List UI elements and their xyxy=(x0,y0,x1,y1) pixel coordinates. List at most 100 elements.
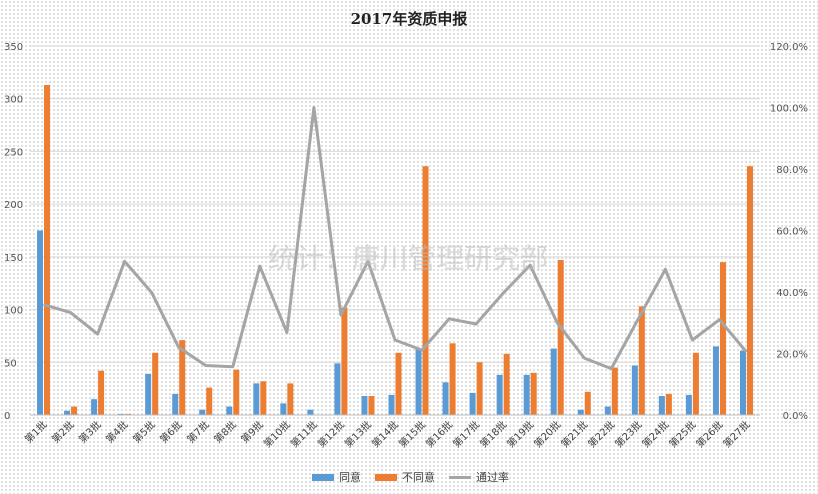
x-tick-label: 第2批 xyxy=(49,418,77,446)
x-tick-label: 第5批 xyxy=(130,418,158,446)
right-tick-label: 100.0% xyxy=(770,104,808,115)
x-tick-label: 第27批 xyxy=(720,418,752,450)
legend[interactable]: 同意 不同意 通过率 xyxy=(312,470,509,484)
left-tick-label: 50 xyxy=(4,358,17,369)
x-tick-label: 第16批 xyxy=(423,418,455,450)
right-tick-label: 40.0% xyxy=(776,288,808,299)
right-tick-label: 120.0% xyxy=(770,42,808,53)
bar-disagree xyxy=(233,369,240,415)
bar-agree xyxy=(388,394,395,415)
bar-agree xyxy=(307,409,314,415)
bar-agree xyxy=(685,394,692,415)
x-tick-label: 第22批 xyxy=(585,418,617,450)
x-tick-label: 第20批 xyxy=(531,418,563,450)
line-series xyxy=(43,106,748,371)
bar-agree xyxy=(199,409,206,415)
bar-disagree xyxy=(368,396,375,415)
right-axis: 0.0% 20.0% 40.0% 60.0% 80.0% 100.0% 120.0% xyxy=(770,42,808,422)
left-tick-label: 250 xyxy=(4,147,23,158)
pass-rate-line xyxy=(43,106,748,371)
x-tick-label: 第26批 xyxy=(693,418,725,450)
bar-agree xyxy=(91,399,98,415)
bar-disagree xyxy=(449,343,456,415)
bar-agree xyxy=(118,413,125,415)
bar-disagree xyxy=(665,393,672,415)
x-tick-label: 第7批 xyxy=(184,418,212,446)
bar-disagree xyxy=(746,166,753,415)
x-tick-label: 第15批 xyxy=(396,418,428,450)
bar-agree xyxy=(145,373,152,415)
bar-disagree xyxy=(287,383,294,415)
bar-disagree xyxy=(584,391,591,415)
x-tick-label: 第3批 xyxy=(76,418,104,446)
right-tick-label: 0.0% xyxy=(783,411,808,422)
x-axis: 第1批 第2批 第3批 第4批 第5批 第6批 第7批 第8批 第9批第10批第11批第12批第… xyxy=(22,414,760,450)
legend-swatch xyxy=(312,474,334,481)
x-tick-label: 第12批 xyxy=(315,418,347,450)
watermark: 统计：唐川管理研究部 xyxy=(268,242,548,275)
bar-disagree xyxy=(341,307,348,415)
bar-disagree xyxy=(395,352,402,415)
bar-agree xyxy=(739,350,746,415)
right-tick-label: 20.0% xyxy=(776,350,808,361)
bar-agree xyxy=(469,392,476,415)
bar-agree xyxy=(496,374,503,415)
left-axis: 0 50 100 150 200 250 300 350 xyxy=(4,42,23,422)
x-tick-label: 第19批 xyxy=(504,418,536,450)
x-tick-label: 第18批 xyxy=(477,418,509,450)
x-tick-label: 第17批 xyxy=(450,418,482,450)
bar-agree xyxy=(415,348,422,415)
bar-disagree xyxy=(152,352,159,415)
legend-label: 通过率 xyxy=(476,470,509,484)
x-tick-label: 第11批 xyxy=(288,418,320,450)
legend-label: 同意 xyxy=(339,470,361,484)
bar-agree xyxy=(361,396,368,415)
left-tick-label: 100 xyxy=(4,306,23,317)
bar-agree xyxy=(226,406,233,415)
x-tick-label: 第4批 xyxy=(103,418,131,446)
bar-disagree xyxy=(179,340,186,415)
left-tick-label: 150 xyxy=(4,253,23,264)
x-tick-label: 第25批 xyxy=(666,418,698,450)
x-tick-label: 第6批 xyxy=(157,418,185,446)
bar-disagree xyxy=(503,353,510,415)
bar-agree xyxy=(334,363,341,415)
bar-disagree xyxy=(260,381,267,415)
bar-agree xyxy=(550,348,557,415)
bar-disagree xyxy=(206,387,213,415)
bar-agree xyxy=(172,393,179,415)
bar-agree xyxy=(712,346,719,415)
bar-disagree xyxy=(71,406,78,415)
bar-disagree xyxy=(557,260,564,415)
bar-agree xyxy=(442,382,449,415)
bar-agree xyxy=(64,410,71,415)
left-tick-label: 350 xyxy=(4,42,23,53)
x-tick-label: 第13批 xyxy=(342,418,374,450)
x-tick-label: 第24批 xyxy=(639,418,671,450)
bar-agree xyxy=(658,396,665,415)
bar-disagree xyxy=(611,367,618,415)
bar-disagree xyxy=(719,262,726,415)
x-tick-label: 第23批 xyxy=(612,418,644,450)
bar-disagree xyxy=(638,306,645,415)
right-tick-label: 80.0% xyxy=(776,165,808,176)
legend-swatch xyxy=(375,474,397,481)
bar-agree xyxy=(631,365,638,415)
x-tick-label: 第21批 xyxy=(558,418,590,450)
bar-agree xyxy=(253,383,260,415)
x-tick-label: 第1批 xyxy=(22,418,50,446)
left-tick-label: 0 xyxy=(4,411,10,422)
bar-disagree xyxy=(422,166,429,415)
gridlines xyxy=(30,45,760,416)
bar-agree xyxy=(577,409,584,415)
bar-disagree xyxy=(692,352,699,415)
left-tick-label: 200 xyxy=(4,200,23,211)
bar-series xyxy=(37,85,753,415)
x-tick-label: 第14批 xyxy=(369,418,401,450)
chart-title: 2017年资质申报 xyxy=(351,10,468,28)
bar-disagree xyxy=(98,370,105,415)
bar-agree xyxy=(37,230,44,415)
bar-agree xyxy=(604,406,611,415)
bar-disagree xyxy=(125,413,132,415)
